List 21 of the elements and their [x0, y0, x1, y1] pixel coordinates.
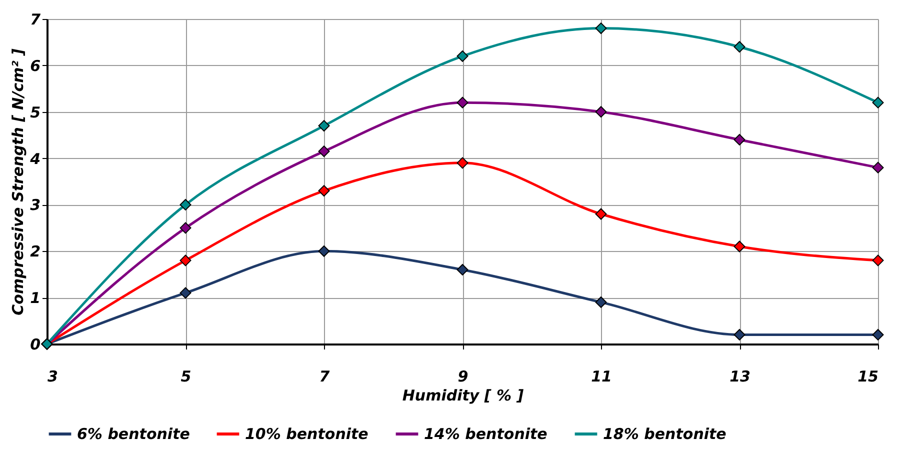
y-tick-label: 3 [30, 196, 40, 214]
y-tick-label: 5 [30, 103, 40, 122]
legend-label: 14% bentonite [424, 425, 548, 443]
x-tick-label: 9 [458, 368, 468, 386]
x-tick-label: 13 [730, 368, 750, 386]
x-tick-label: 15 [858, 368, 878, 386]
x-tick-label: 5 [180, 368, 192, 386]
legend-label: 10% bentonite [245, 425, 368, 443]
y-tick-label: 7 [30, 10, 42, 28]
x-tick-label: 11 [591, 368, 612, 386]
y-tick-label: 1 [30, 289, 40, 308]
y-tick-label: 2 [30, 242, 40, 261]
y-tick-label: 6 [30, 56, 40, 75]
x-tick-label: 3 [48, 368, 58, 386]
x-axis-title: Humidity [ % ] [402, 386, 524, 404]
y-tick-label: 0 [30, 336, 40, 354]
y-axis-title: Compressive Strength [ N/cm² ] [9, 48, 28, 316]
y-tick-label: 4 [29, 150, 40, 168]
legend-label: 6% bentonite [77, 425, 190, 443]
x-tick-label: 7 [319, 368, 330, 386]
legend-label: 18% bentonite [603, 425, 726, 443]
